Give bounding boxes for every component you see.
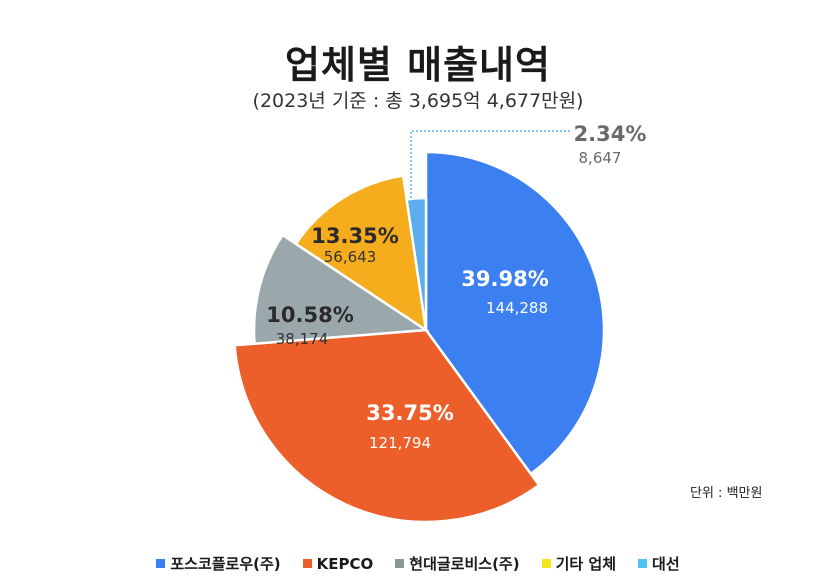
slice-percent-label: 2.34%	[574, 122, 647, 146]
slice-value-label: 144,288	[486, 299, 548, 317]
legend-item-glovis: 현대글로비스(주)	[395, 553, 520, 574]
legend-item-others: 기타 업체	[541, 553, 617, 574]
legend: 포스코플로우(주) KEPCO 현대글로비스(주) 기타 업체 대선	[0, 553, 836, 574]
chart-subtitle: (2023년 기준 : 총 3,695억 4,677만원)	[252, 90, 584, 112]
pie-slice	[424, 150, 606, 476]
slice-value-label: 8,647	[579, 149, 622, 167]
slice-value-label: 121,794	[369, 434, 431, 452]
pie-slice	[233, 328, 541, 524]
unit-label: 단위 : 백만원	[690, 486, 763, 501]
legend-label: 현대글로비스(주)	[409, 555, 520, 573]
legend-label: 대선	[652, 555, 680, 573]
legend-swatch	[302, 559, 312, 568]
legend-item-daesun: 대선	[638, 553, 680, 574]
slice-percent-label: 33.75%	[366, 401, 453, 425]
slice-value-label: 38,174	[276, 330, 329, 348]
slice-percent-label: 39.98%	[461, 267, 548, 291]
legend-item-kepco: KEPCO	[302, 553, 374, 574]
pie-slice	[252, 233, 430, 346]
legend-swatch	[156, 559, 166, 568]
legend-swatch	[541, 559, 551, 568]
legend-label: KEPCO	[316, 554, 374, 573]
chart-title: 업체별 매출내역	[285, 43, 551, 87]
pie-slice	[294, 174, 428, 333]
legend-label: 포스코플로우(주)	[170, 555, 281, 573]
legend-swatch	[395, 559, 405, 568]
slice-percent-label: 10.58%	[266, 303, 353, 327]
slice-percent-label: 13.35%	[311, 224, 398, 248]
legend-swatch	[638, 559, 648, 568]
pie-slice	[405, 196, 428, 331]
legend-item-posco: 포스코플로우(주)	[156, 553, 281, 574]
legend-label: 기타 업체	[555, 555, 617, 573]
slice-value-label: 56,643	[324, 248, 377, 266]
